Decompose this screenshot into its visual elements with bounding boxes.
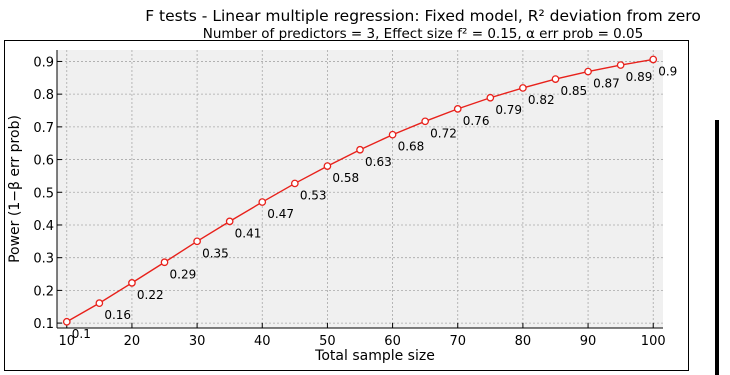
data-label: 0.87 <box>593 77 620 91</box>
data-label: 0.68 <box>398 140 425 154</box>
data-label: 0.58 <box>332 171 359 185</box>
data-point <box>453 105 462 113</box>
data-point <box>551 75 560 83</box>
chart-subtitle: Number of predictors = 3, Effect size f²… <box>203 26 643 42</box>
data-point <box>421 117 430 126</box>
x-tick-label: 10 <box>59 334 76 349</box>
y-tick-label: 0.7 <box>33 121 54 136</box>
x-tick-label: 90 <box>580 334 597 349</box>
data-label: 0.47 <box>267 207 294 221</box>
data-point <box>62 317 71 326</box>
data-point <box>323 162 332 170</box>
y-tick-label: 0.4 <box>33 219 54 234</box>
plot-area <box>57 50 663 328</box>
data-label: 0.9 <box>658 64 677 78</box>
data-point <box>388 130 397 139</box>
data-label: 0.63 <box>365 155 392 169</box>
data-point <box>356 145 364 154</box>
x-tick-label: 70 <box>449 334 466 349</box>
data-label: 0.1 <box>72 327 91 341</box>
y-tick-label: 0.8 <box>33 88 54 103</box>
y-tick-label: 0.5 <box>33 186 54 201</box>
data-point <box>290 179 299 188</box>
data-label: 0.53 <box>300 188 327 202</box>
y-tick-label: 0.2 <box>33 284 54 299</box>
data-point <box>519 84 527 92</box>
data-point <box>616 61 625 69</box>
data-label: 0.35 <box>202 246 229 260</box>
data-point <box>193 237 201 246</box>
data-labels: 0.1 0.16 0.22 0.29 0.35 0.41 0.47 0.53 0.58 0.63 0… <box>72 64 678 340</box>
grid <box>57 50 663 328</box>
data-label: 0.41 <box>235 226 262 240</box>
data-point <box>486 93 495 102</box>
data-label: 0.82 <box>528 93 555 107</box>
data-label: 0.85 <box>560 84 587 98</box>
data-point <box>225 217 234 226</box>
data-label: 0.22 <box>137 288 164 302</box>
series-line <box>62 55 658 326</box>
data-point <box>160 258 169 267</box>
data-label: 0.89 <box>626 70 653 84</box>
data-point <box>584 67 592 76</box>
x-tick-label: 20 <box>124 334 141 349</box>
data-point <box>649 55 658 64</box>
data-point <box>258 198 267 206</box>
y-tick-label: 0.3 <box>33 252 54 267</box>
data-label: 0.79 <box>495 103 522 117</box>
data-point <box>95 299 104 307</box>
axis-ticks: 10 20 30 40 50 60 70 80 90 100 0.1 0.2 0.3 0.4 0.5 0.6 0… <box>33 55 665 349</box>
x-tick-label: 100 <box>641 334 666 349</box>
y-tick-label: 0.1 <box>33 317 54 332</box>
y-tick-label: 0.9 <box>33 55 54 70</box>
x-tick-label: 30 <box>189 334 206 349</box>
chart-title: F tests - Linear multiple regression: Fi… <box>145 7 701 25</box>
y-axis-label: Power (1−β err prob) <box>7 115 23 263</box>
x-axis-label: Total sample size <box>314 348 435 364</box>
data-label: 0.29 <box>170 267 197 281</box>
data-label: 0.76 <box>463 114 490 128</box>
x-tick-label: 60 <box>384 334 401 349</box>
x-tick-label: 80 <box>515 334 532 349</box>
y-tick-label: 0.6 <box>33 154 54 169</box>
x-tick-label: 40 <box>254 334 271 349</box>
data-label: 0.72 <box>430 126 457 140</box>
data-label: 0.16 <box>104 308 131 322</box>
x-tick-label: 50 <box>319 334 336 349</box>
data-point <box>128 279 136 287</box>
